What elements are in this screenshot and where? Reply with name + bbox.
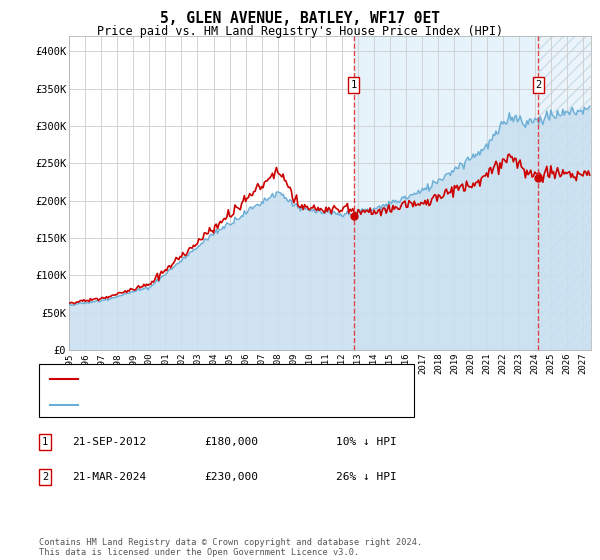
Text: 21-MAR-2024: 21-MAR-2024	[72, 472, 146, 482]
Text: 2: 2	[535, 80, 541, 90]
Text: 1: 1	[42, 437, 48, 447]
Text: HPI: Average price, detached house, Kirklees: HPI: Average price, detached house, Kirk…	[83, 400, 341, 410]
Text: 21-SEP-2012: 21-SEP-2012	[72, 437, 146, 447]
Text: 1: 1	[350, 80, 357, 90]
Text: £180,000: £180,000	[204, 437, 258, 447]
Text: Contains HM Land Registry data © Crown copyright and database right 2024.
This d: Contains HM Land Registry data © Crown c…	[39, 538, 422, 557]
Text: 26% ↓ HPI: 26% ↓ HPI	[336, 472, 397, 482]
Text: 5, GLEN AVENUE, BATLEY, WF17 0ET (detached house): 5, GLEN AVENUE, BATLEY, WF17 0ET (detach…	[83, 374, 371, 384]
Text: Price paid vs. HM Land Registry's House Price Index (HPI): Price paid vs. HM Land Registry's House …	[97, 25, 503, 38]
Text: 2: 2	[42, 472, 48, 482]
Text: 5, GLEN AVENUE, BATLEY, WF17 0ET: 5, GLEN AVENUE, BATLEY, WF17 0ET	[160, 11, 440, 26]
Bar	[538, 36, 591, 350]
Text: 10% ↓ HPI: 10% ↓ HPI	[336, 437, 397, 447]
Bar	[353, 36, 538, 350]
Text: £230,000: £230,000	[204, 472, 258, 482]
